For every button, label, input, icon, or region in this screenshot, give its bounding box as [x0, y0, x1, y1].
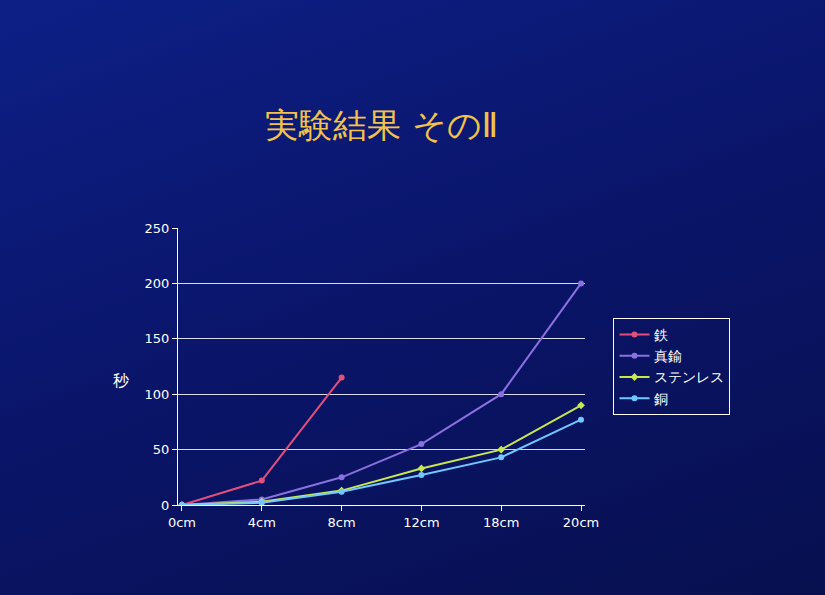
- svg-text:銅: 銅: [654, 391, 668, 407]
- svg-text:250: 250: [145, 221, 170, 236]
- svg-text:鉄: 鉄: [654, 327, 668, 343]
- svg-text:18cm: 18cm: [483, 515, 519, 530]
- svg-text:100: 100: [145, 387, 170, 402]
- svg-text:0: 0: [161, 498, 169, 513]
- svg-text:50: 50: [153, 442, 170, 457]
- svg-text:200: 200: [145, 276, 170, 291]
- svg-text:真鍮: 真鍮: [654, 348, 682, 364]
- svg-text:秒: 秒: [113, 371, 129, 390]
- svg-text:4cm: 4cm: [248, 515, 276, 530]
- svg-text:12cm: 12cm: [403, 515, 439, 530]
- svg-text:ステンレス: ステンレス: [654, 369, 724, 385]
- svg-text:150: 150: [145, 331, 170, 346]
- svg-text:0cm: 0cm: [168, 515, 196, 530]
- svg-text:20cm: 20cm: [563, 515, 599, 530]
- svg-text:実験結果 そのⅡ: 実験結果 そのⅡ: [265, 105, 499, 145]
- svg-text:8cm: 8cm: [328, 515, 356, 530]
